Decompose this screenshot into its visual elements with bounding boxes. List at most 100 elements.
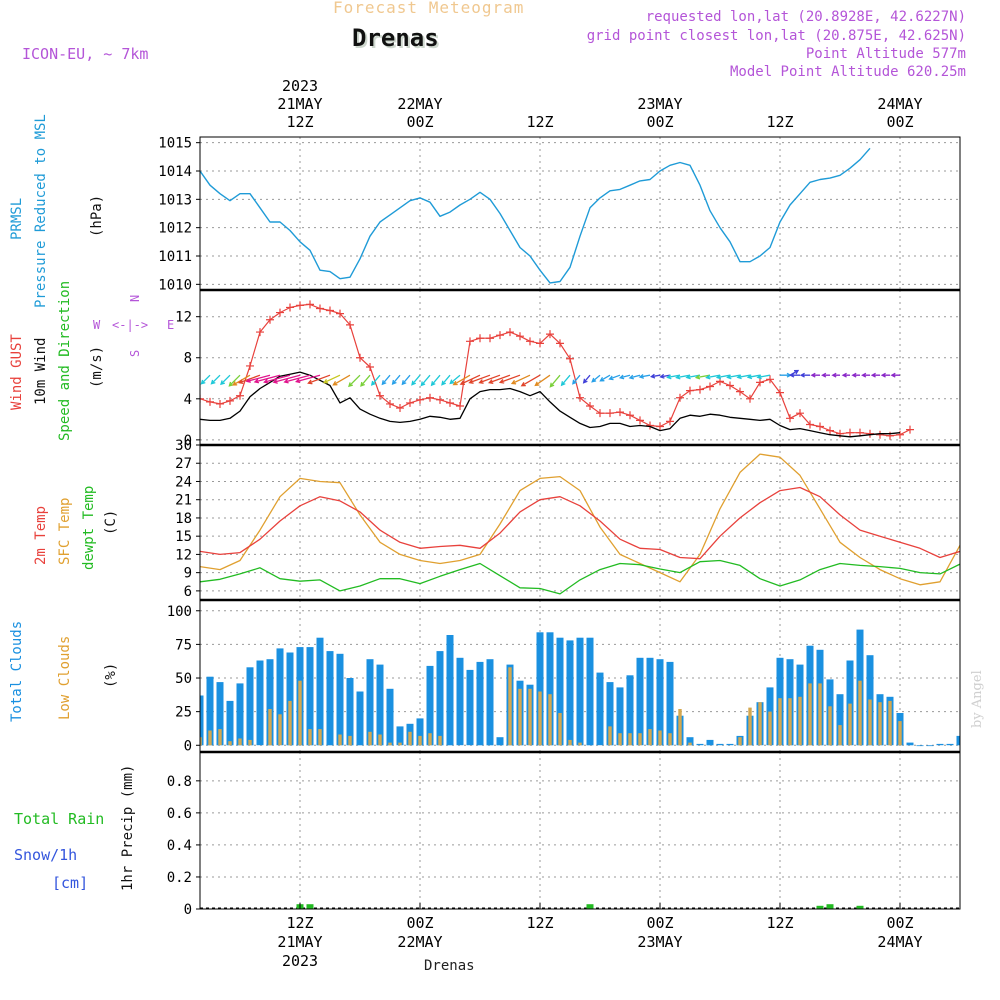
panel-frame-wind (199, 289, 961, 446)
temp2m-line (200, 486, 960, 560)
bottom-axis-date: 24MAY (877, 933, 922, 951)
wind-gust-point (596, 409, 604, 418)
total-clouds-bar (936, 743, 944, 746)
total-clouds-bar (536, 632, 544, 746)
low-clouds-bar (508, 667, 512, 746)
wind-gust-line (200, 303, 911, 437)
wind-direction-arrow (381, 374, 391, 386)
total-clouds-bar (656, 659, 664, 746)
wind-gust-point (676, 393, 684, 402)
wind-direction-arrow (560, 374, 571, 387)
wind-gust-point (466, 337, 474, 346)
low-clouds-bar (788, 698, 792, 746)
snow-unit: [cm] (52, 874, 89, 892)
total-clouds-bar (226, 700, 234, 746)
wind-gust-point (876, 430, 884, 439)
wind-direction-arrow (618, 374, 631, 380)
low-clouds-bar (748, 707, 752, 746)
total-clouds-bar (556, 637, 564, 746)
wind-direction-arrow (441, 374, 451, 386)
ytick-label-temp: 30 (175, 438, 192, 454)
low-clouds-bar (768, 711, 772, 746)
low-clouds-bar (368, 731, 372, 746)
wind-gust-point (646, 421, 654, 430)
total-clouds-bar (266, 659, 274, 746)
total-clouds-bar (206, 676, 214, 746)
low-clouds-bar (578, 742, 582, 746)
wind-gust-point (636, 416, 644, 425)
wind-direction-arrow (789, 372, 800, 378)
wind10m-line (200, 371, 901, 438)
wind-direction-arrow (332, 374, 351, 386)
panel-frame-temp (199, 444, 961, 601)
total-clouds-bar (376, 664, 384, 746)
total-clouds-bar (696, 743, 704, 746)
compass-arrows: <-|-> (112, 318, 149, 332)
rain-label: Total Rain (14, 810, 105, 828)
total-clouds-bar (200, 695, 204, 746)
top-axis-hour: 00Z (406, 113, 433, 131)
compass-east: E (167, 318, 175, 332)
wind-direction-arrow (870, 372, 880, 378)
top-axis-hour: 12Z (526, 113, 553, 131)
top-axis-date: 22MAY (397, 95, 442, 113)
low-clouds-bar (288, 700, 292, 746)
wind-gust-point (776, 388, 784, 397)
total-clouds-bar (686, 737, 694, 746)
wind-gust-point (200, 394, 204, 403)
total-clouds-bar (346, 678, 354, 746)
total-clouds-bar (566, 640, 574, 746)
wind-direction-arrow (549, 374, 561, 388)
total-clouds-bar (956, 735, 960, 746)
wind-gust-point (906, 425, 914, 434)
wind-direction-arrow (200, 374, 211, 385)
low-clouds-bar (418, 735, 422, 746)
wind-gust-point (816, 422, 824, 431)
bottom-axis-hour: 00Z (406, 914, 433, 932)
wind-gust-point (346, 320, 354, 329)
low-clouds-bar (778, 698, 782, 746)
wind-gust-point (826, 426, 834, 435)
wind-direction-arrow (510, 374, 531, 385)
wind-gust-point (796, 409, 804, 418)
wind-gust-point (616, 408, 624, 417)
total-clouds-bar (286, 652, 294, 746)
ytick-label-clouds: 0 (184, 738, 192, 754)
top-axis-hour: 12Z (766, 113, 793, 131)
wind-gust-point (366, 362, 374, 371)
low-clouds-bar (528, 688, 532, 746)
low-clouds-bar (318, 729, 322, 746)
ytick-label-clouds: 25 (175, 705, 192, 721)
bottom-axis-hour: 00Z (886, 914, 913, 932)
low-clouds-bar (678, 709, 682, 746)
wind-gust-point (556, 339, 564, 348)
total-clouds-bar (616, 687, 624, 746)
top-axis-year: 2023 (282, 77, 318, 95)
wind-direction-arrow (851, 372, 860, 378)
point-altitude: Point Altitude 577m (805, 46, 966, 62)
low-clouds-bar (868, 699, 872, 746)
wind-gust-point (236, 391, 244, 400)
wind-gust-point (736, 387, 744, 396)
total-clouds-bar (436, 651, 444, 746)
total-clouds-bar (666, 661, 674, 746)
total-clouds-bar (646, 657, 654, 746)
wind-direction-arrow (498, 374, 521, 384)
wind-direction-arrow (228, 374, 241, 387)
wind-direction-arrow (348, 374, 361, 388)
wind-direction-arrow (799, 372, 810, 378)
wind-gust-point (536, 339, 544, 348)
wind-gust-point (726, 381, 734, 390)
total-clouds-bar (486, 659, 494, 746)
low-clouds-bar (338, 734, 342, 746)
wind-direction-arrow (666, 374, 681, 380)
wind-gust-point (756, 378, 764, 387)
dewpt-line (200, 559, 960, 595)
wind-gust-point (526, 337, 534, 346)
low-clouds-bar (228, 741, 232, 746)
total-clouds-bar (216, 682, 224, 746)
wind-direction-arrow (890, 372, 900, 378)
bottom-axis-date: 21MAY (277, 933, 322, 951)
wind-direction-arrow (582, 374, 591, 384)
